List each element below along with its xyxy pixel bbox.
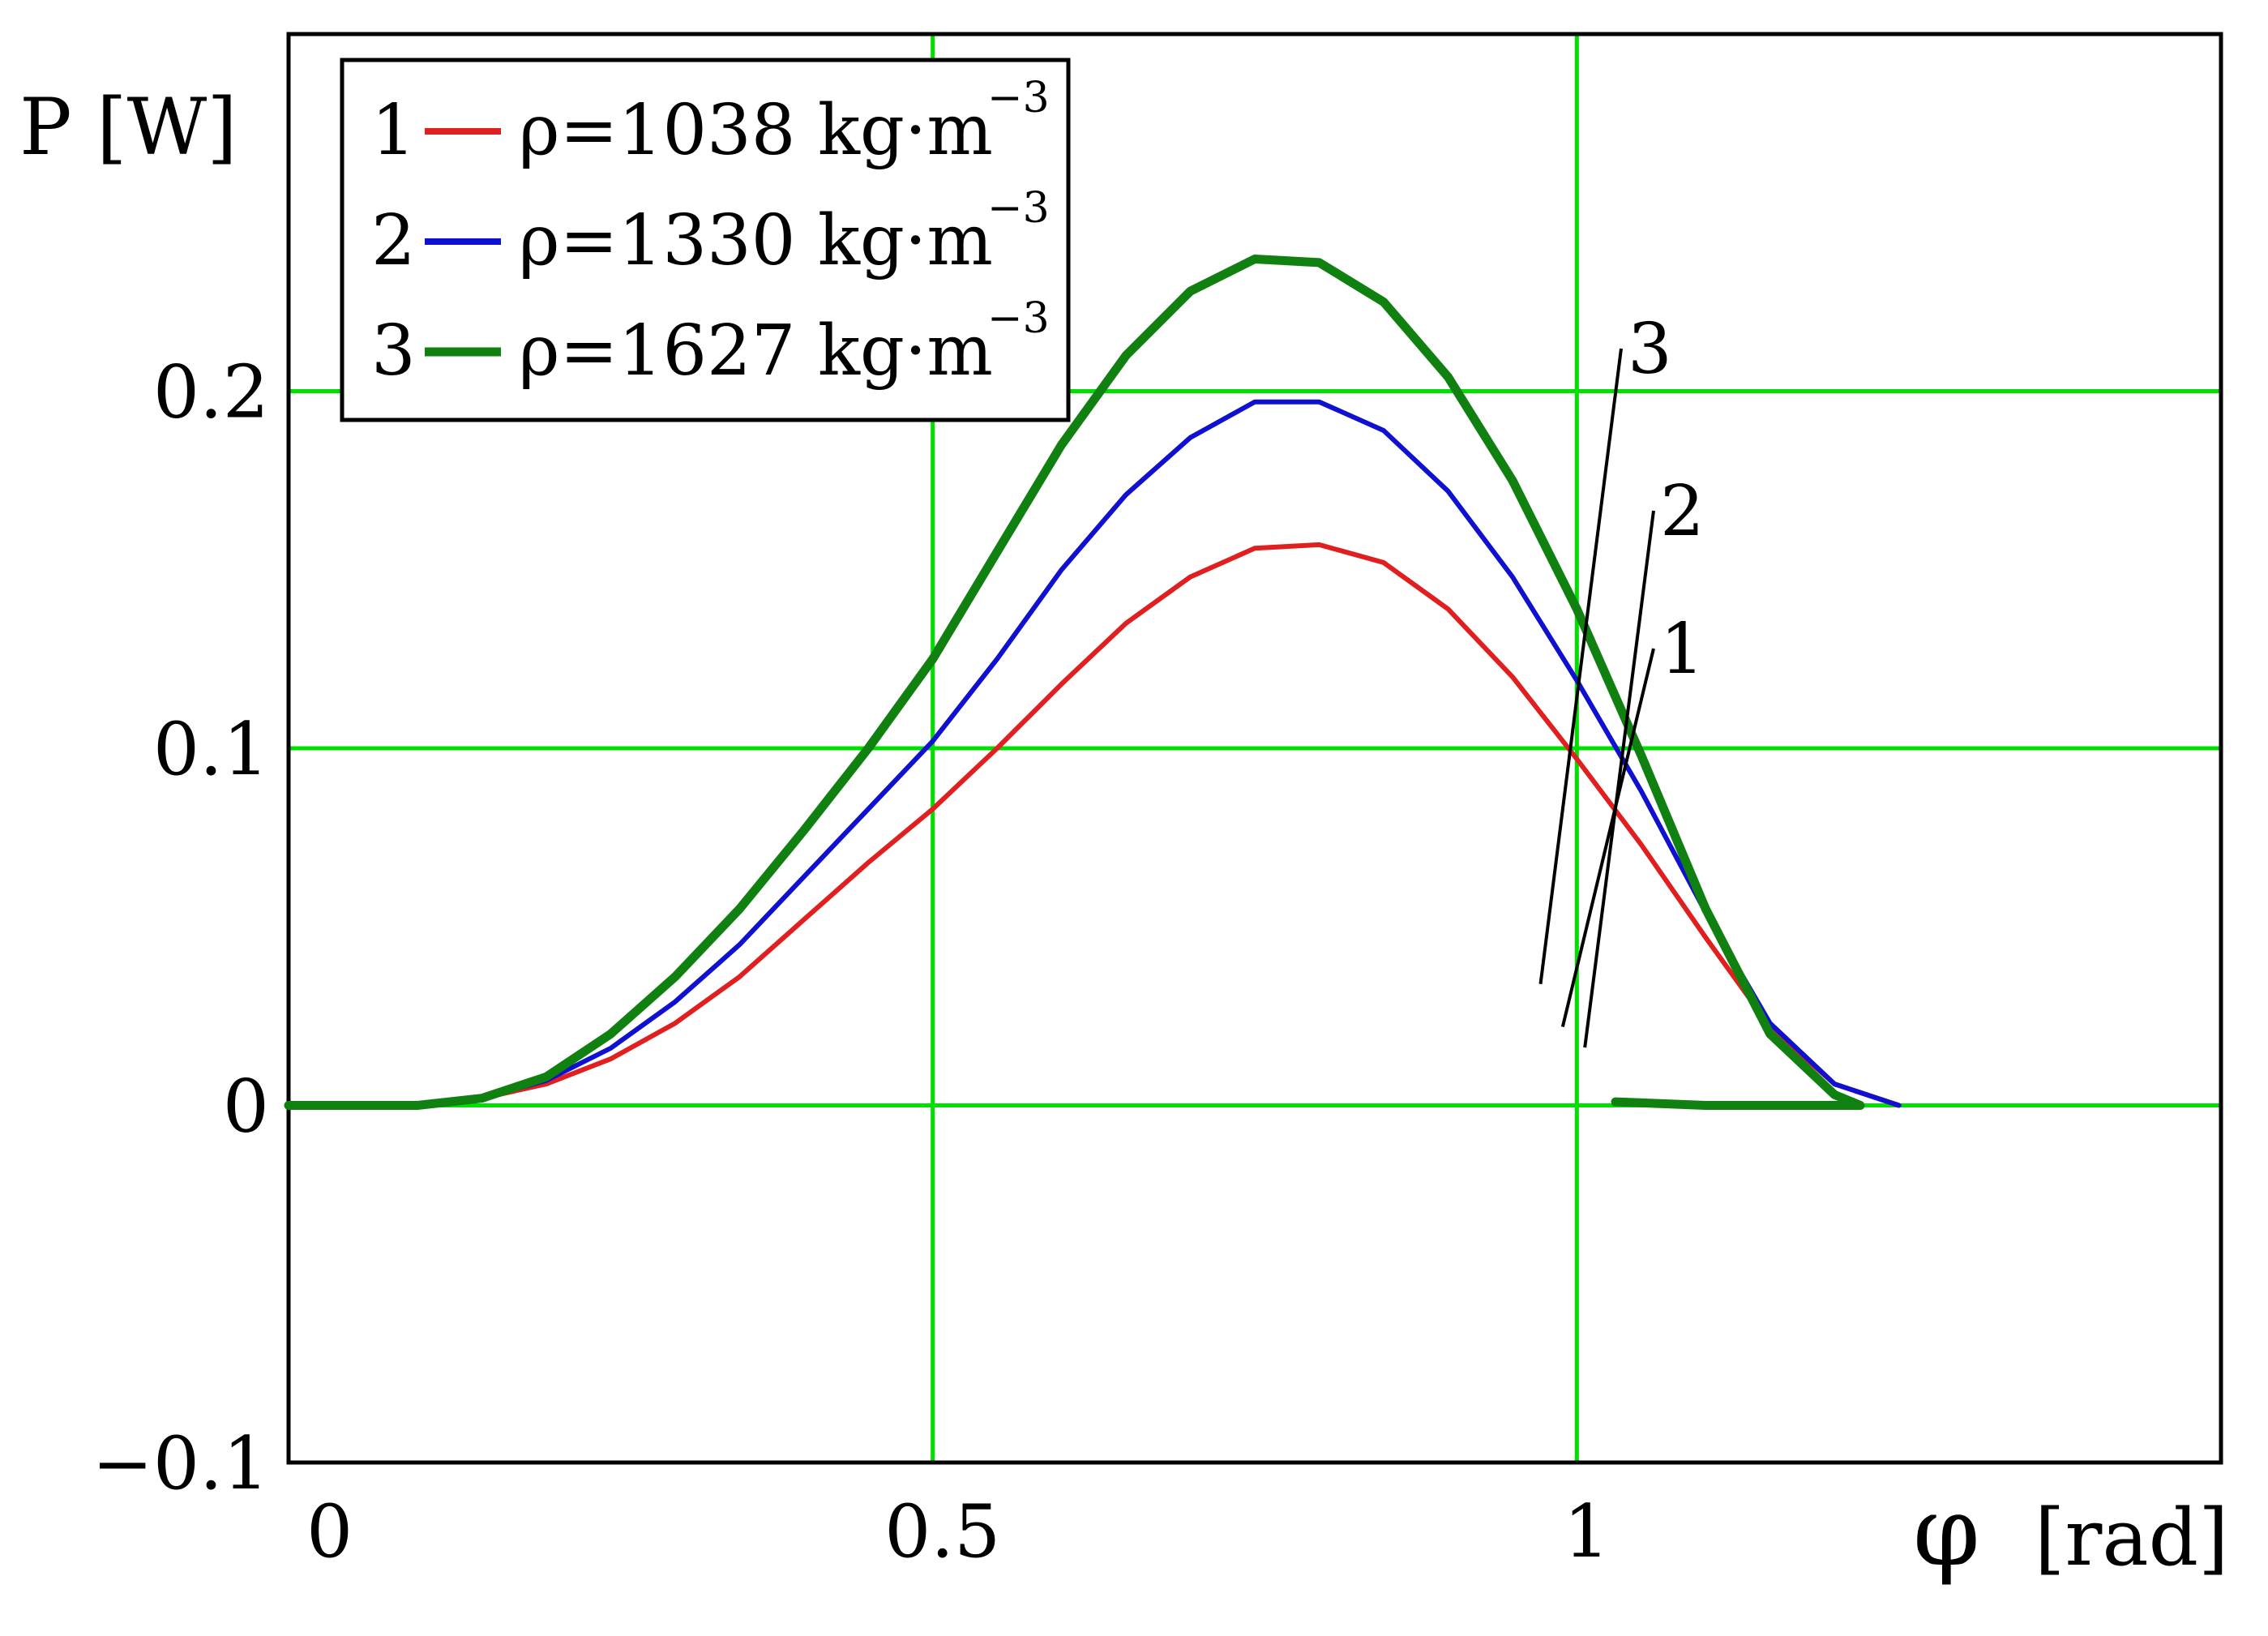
callout-label-1: 1 xyxy=(1660,609,1705,690)
y-tick-label: 0 xyxy=(223,1064,269,1150)
x-tick-label: 0 xyxy=(306,1489,353,1574)
legend-exponent-3: −3 xyxy=(987,294,1050,343)
legend-exponent-1: −3 xyxy=(987,74,1050,122)
legend: 1 ρ=1038 kg·m−32 ρ=1330 kg·m−33 ρ=1627 kg·m… xyxy=(340,58,1071,422)
callout-leader-3 xyxy=(1538,348,1623,984)
x-axis-label-symbol: φ xyxy=(1913,1475,1980,1587)
legend-exponent-2: −3 xyxy=(987,184,1050,233)
y-tick-label: 0.1 xyxy=(153,707,269,792)
series-callouts: 1 2 3 xyxy=(1538,309,1705,1048)
legend-number-1: 1 xyxy=(371,90,416,171)
series-group xyxy=(284,255,1902,1110)
legend-number-2: 2 xyxy=(371,200,416,281)
legend-label-1: ρ=1038 kg·m xyxy=(519,90,993,171)
series-line-2 xyxy=(286,399,1902,1108)
y-tick-label: 0.2 xyxy=(153,350,269,435)
x-tick-label: 1 xyxy=(1564,1489,1610,1574)
y-axis-label: P [W] xyxy=(19,82,237,173)
x-axis-label-unit: [rad] xyxy=(2035,1493,2228,1583)
series-line-1 xyxy=(286,542,1902,1108)
legend-label-2: ρ=1330 kg·m xyxy=(519,200,993,281)
y-tick-label: −0.1 xyxy=(92,1421,269,1506)
callout-label-2: 2 xyxy=(1660,471,1705,552)
callout-leader-2 xyxy=(1583,510,1655,1048)
legend-label-3: ρ=1627 kg·m xyxy=(519,310,993,392)
x-tick-label: 0.5 xyxy=(884,1489,1000,1574)
plot-frame xyxy=(286,32,2223,1465)
callout-leader-1 xyxy=(1560,648,1655,1028)
series-line-3 xyxy=(284,255,1865,1110)
callout-label-3: 3 xyxy=(1628,309,1672,390)
legend-number-3: 3 xyxy=(371,310,416,392)
tick-labels: 0 0.5 1 −0.1 0 0.1 0.2 xyxy=(92,350,1610,1575)
